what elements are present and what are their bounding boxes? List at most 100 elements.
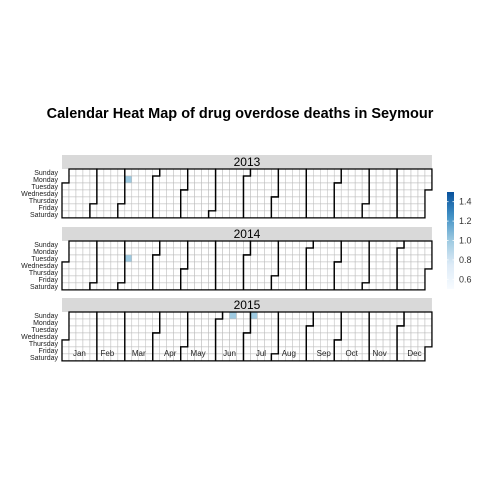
day-cell bbox=[410, 268, 419, 277]
day-cell bbox=[194, 168, 202, 177]
day-cell bbox=[375, 261, 384, 270]
day-cell bbox=[103, 261, 112, 270]
day-cell bbox=[320, 189, 328, 198]
day-cell bbox=[403, 196, 412, 205]
day-cell bbox=[361, 189, 370, 198]
day-cell bbox=[215, 282, 223, 291]
day-cell bbox=[68, 332, 77, 341]
day-cell bbox=[180, 275, 188, 284]
day-cell bbox=[166, 189, 174, 198]
day-cell bbox=[424, 318, 433, 327]
day-cell bbox=[215, 325, 223, 334]
day-cell bbox=[82, 282, 91, 291]
day-cell bbox=[187, 325, 195, 334]
day-cell bbox=[403, 275, 412, 284]
day-cell bbox=[417, 325, 426, 334]
day-cell bbox=[375, 254, 384, 263]
day-cell bbox=[340, 332, 349, 341]
day-cell bbox=[326, 318, 335, 327]
legend-colorbar bbox=[447, 192, 454, 289]
day-cell bbox=[110, 275, 119, 284]
day-cell bbox=[145, 311, 153, 320]
day-cell bbox=[201, 175, 209, 184]
day-cell bbox=[306, 168, 314, 177]
day-cell bbox=[236, 318, 244, 327]
day-cell bbox=[306, 261, 314, 270]
day-cell bbox=[75, 311, 84, 320]
day-cell bbox=[264, 282, 272, 291]
day-cell bbox=[138, 268, 147, 277]
day-cell bbox=[166, 182, 174, 191]
day-cell bbox=[194, 311, 202, 320]
day-cell bbox=[313, 318, 321, 327]
day-cell bbox=[124, 282, 133, 291]
day-cell bbox=[340, 189, 349, 198]
day-cell bbox=[243, 189, 251, 198]
day-cell bbox=[333, 175, 342, 184]
day-cell bbox=[201, 240, 209, 249]
day-cell bbox=[250, 318, 258, 327]
day-cell bbox=[285, 203, 293, 212]
day-cell bbox=[103, 332, 112, 341]
day-cell bbox=[215, 247, 223, 256]
day-cell bbox=[271, 325, 279, 334]
day-cell bbox=[403, 282, 412, 291]
day-cell bbox=[264, 268, 272, 277]
day-cell bbox=[89, 353, 98, 362]
day-cell bbox=[131, 261, 140, 270]
day-cell bbox=[354, 261, 363, 270]
day-cell bbox=[89, 268, 98, 277]
day-cell bbox=[180, 175, 188, 184]
day-cell bbox=[131, 168, 140, 177]
day-cell bbox=[382, 254, 391, 263]
day-cell bbox=[326, 168, 335, 177]
day-cell bbox=[347, 339, 356, 348]
day-cell bbox=[166, 275, 174, 284]
day-cell bbox=[201, 261, 209, 270]
month-outline bbox=[333, 311, 370, 362]
day-cell bbox=[285, 240, 293, 249]
day-cell bbox=[410, 203, 419, 212]
day-cell bbox=[208, 261, 216, 270]
day-cell bbox=[236, 275, 244, 284]
day-cell bbox=[208, 203, 216, 212]
day-cell bbox=[82, 240, 91, 249]
day-cell bbox=[396, 247, 405, 256]
day-cell bbox=[285, 325, 293, 334]
day-cell bbox=[222, 254, 230, 263]
day-cell bbox=[278, 168, 286, 177]
day-cell bbox=[131, 240, 140, 249]
day-cell bbox=[152, 282, 160, 291]
day-cell bbox=[236, 182, 244, 191]
day-cell bbox=[250, 247, 258, 256]
day-cell bbox=[138, 240, 147, 249]
day-cell bbox=[389, 261, 398, 270]
day-cell bbox=[320, 240, 328, 249]
day-cell bbox=[138, 203, 147, 212]
day-cell bbox=[152, 318, 160, 327]
day-cell bbox=[103, 182, 112, 191]
month-label: Nov bbox=[372, 349, 386, 358]
day-cell bbox=[229, 203, 237, 212]
day-cell bbox=[222, 182, 230, 191]
day-cell bbox=[396, 332, 405, 341]
day-cell bbox=[236, 353, 244, 362]
day-cell bbox=[306, 353, 314, 362]
day-cell bbox=[271, 175, 279, 184]
day-cell bbox=[159, 275, 167, 284]
day-cell bbox=[145, 254, 153, 263]
day-cell bbox=[68, 275, 77, 284]
day-cell bbox=[117, 175, 126, 184]
day-cell bbox=[396, 254, 405, 263]
day-cell bbox=[208, 175, 216, 184]
day-cell bbox=[382, 182, 391, 191]
day-cell bbox=[131, 247, 140, 256]
day-cell bbox=[131, 254, 140, 263]
day-cell bbox=[180, 254, 188, 263]
day-cell bbox=[410, 182, 419, 191]
day-cell bbox=[389, 346, 398, 355]
day-cell bbox=[403, 268, 412, 277]
day-cell bbox=[278, 311, 286, 320]
day-cell bbox=[410, 325, 419, 334]
day-cell bbox=[292, 196, 300, 205]
